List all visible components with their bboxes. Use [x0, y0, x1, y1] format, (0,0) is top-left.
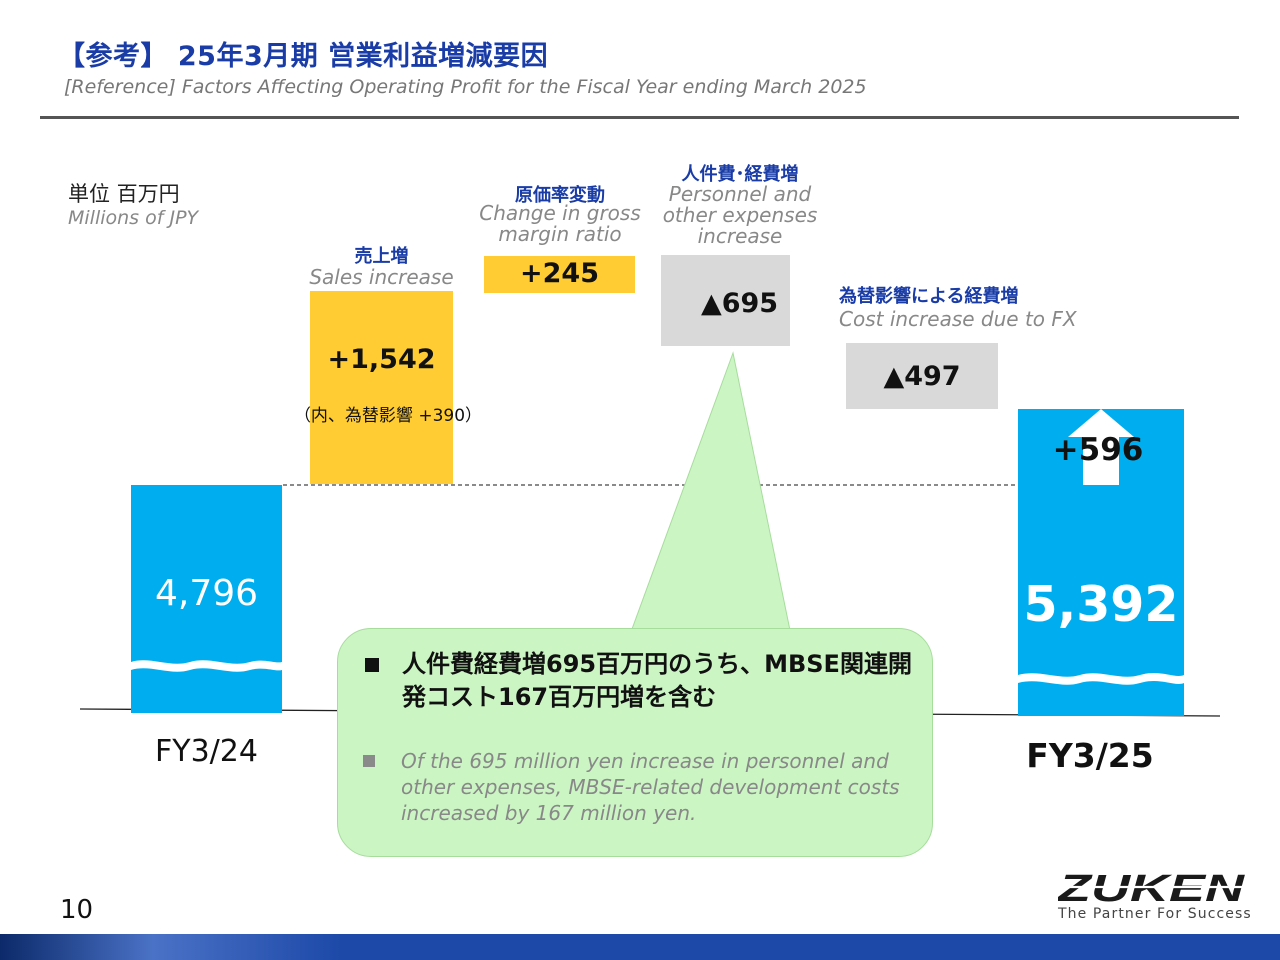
page-number: 10: [60, 895, 94, 925]
category-fy25: FY3/25: [1026, 736, 1154, 775]
fx-cost-label-jp: 為替影響による経費増: [839, 286, 1019, 307]
bar-fy24: [131, 485, 282, 713]
callout-text-jp: 人件費経費増695百万円のうち、MBSE関連開発コスト167百万円増を含む: [402, 650, 912, 711]
gross-margin-label-en: Change in gross margin ratio: [455, 203, 665, 245]
category-fy24: FY3/24: [155, 734, 258, 769]
personnel-label-en-line3: increase: [697, 224, 783, 248]
page-subtitle: [Reference] Factors Affecting Operating …: [64, 76, 867, 98]
up-arrow-icon: [1068, 409, 1134, 485]
logo-tagline: The Partner For Success: [1058, 906, 1252, 922]
bar-personnel: [661, 255, 790, 346]
personnel-label-jp: 人件費･経費増: [681, 164, 799, 185]
bar-fy25-wave: [1018, 673, 1184, 685]
fy25-value-label: 5,392: [1023, 576, 1179, 633]
sales-fx-note: （内、為替影響 +390）: [293, 406, 483, 426]
personnel-value-label: ▲695: [700, 288, 779, 319]
fy25-change-label: +596: [1052, 432, 1144, 468]
personnel-label-en-line1: Personnel and: [668, 182, 812, 206]
gross-margin-value-label: +245: [520, 258, 599, 289]
sales-label-jp: 売上増: [354, 246, 409, 267]
footer-band: [0, 934, 1280, 960]
fx-cost-value-label: ▲497: [883, 361, 961, 392]
callout-bullet-square-icon: [362, 655, 382, 675]
gross-margin-label-jp: 原価率変動: [515, 185, 605, 206]
sales-value-label: +1,542: [327, 344, 436, 375]
page-title: 【参考】 25年3月期 営業利益増減要因: [58, 41, 549, 72]
zuken-logo: ZUKEN: [1058, 870, 1246, 906]
title-divider: [40, 116, 1239, 119]
bar-sales-increase: [310, 291, 453, 484]
bar-fy24-wave: [131, 660, 282, 672]
unit-label-jp: 単位 百万円: [68, 182, 180, 206]
gross-margin-label-en-line2: margin ratio: [498, 222, 622, 246]
fy24-value-label: 4,796: [154, 573, 259, 614]
callout-bullet-square-small-icon: [362, 754, 376, 768]
callout-pointer: [627, 351, 793, 641]
gross-margin-label-en-line1: Change in gross: [479, 201, 641, 225]
bar-gross-margin: [484, 256, 635, 293]
personnel-label-en-line2: other expenses: [662, 203, 818, 227]
callout-text-en: Of the 695 million yen increase in perso…: [401, 749, 900, 825]
fx-cost-label-en: Cost increase due to FX: [839, 307, 1077, 331]
bar-fx-cost: [846, 343, 998, 409]
personnel-label-en: Personnel and other expenses increase: [640, 184, 840, 247]
unit-label-en: Millions of JPY: [68, 207, 199, 229]
sales-label-en: Sales increase: [309, 265, 454, 289]
callout-box: [337, 628, 933, 857]
